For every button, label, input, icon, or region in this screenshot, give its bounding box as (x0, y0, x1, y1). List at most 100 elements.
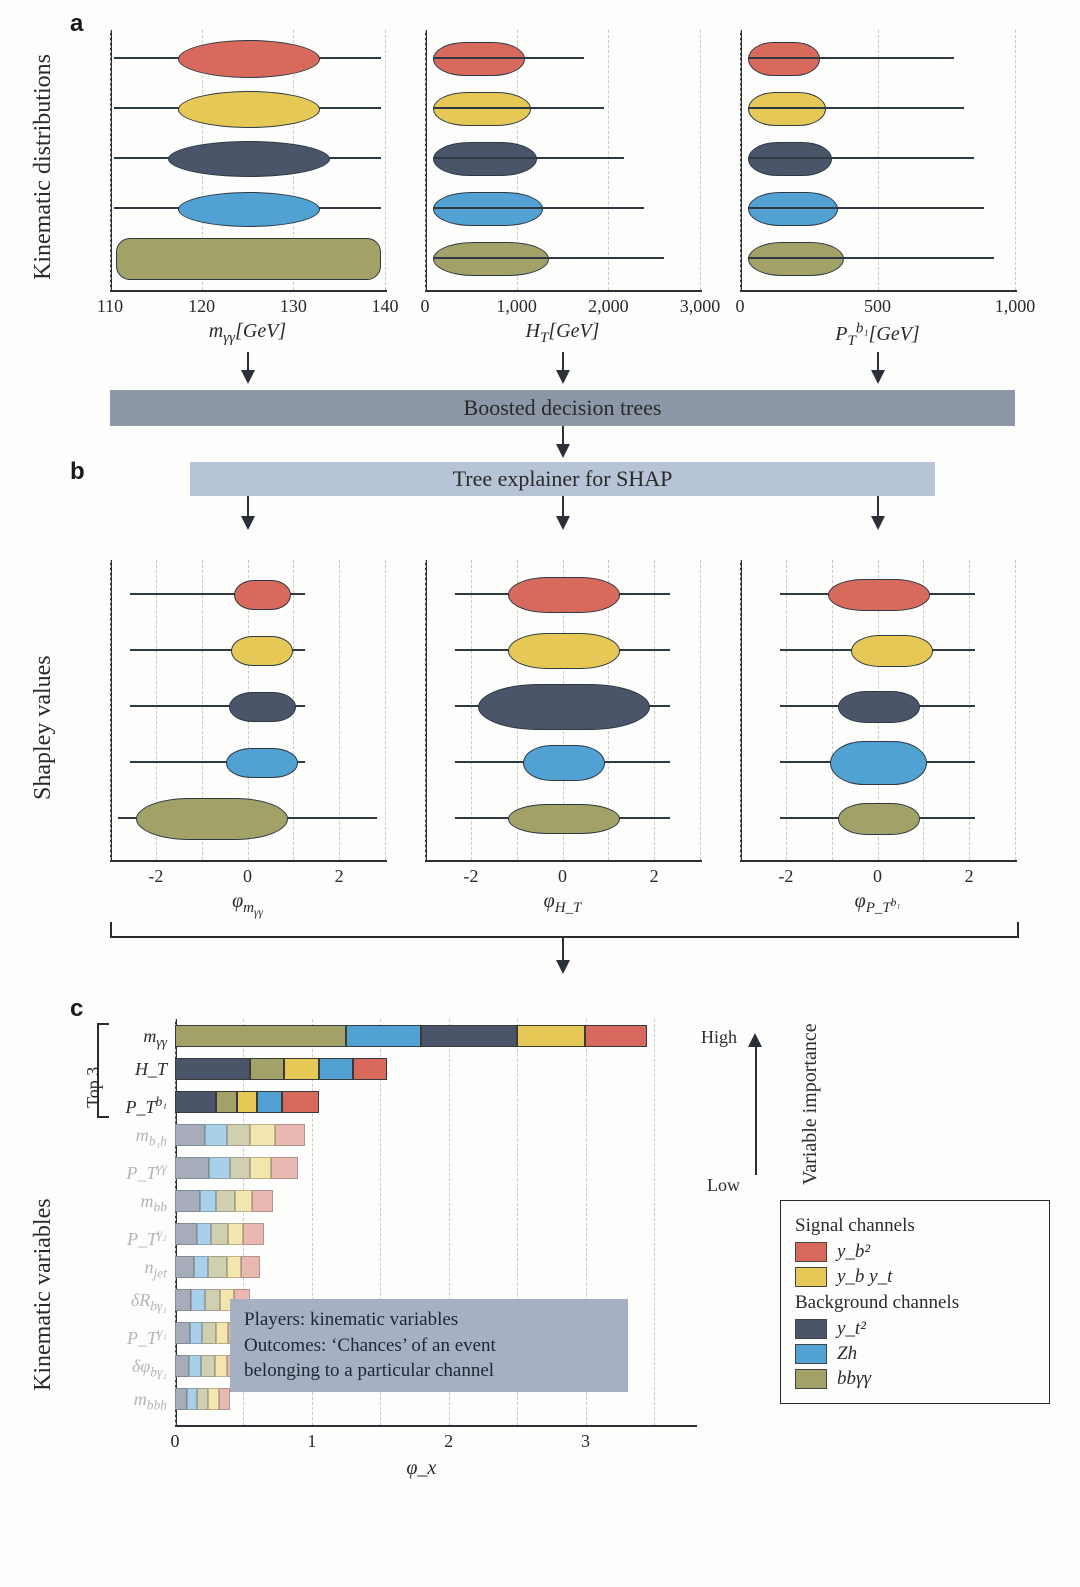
importance-high: High (701, 1027, 737, 1048)
panel-c-label: c (70, 995, 83, 1023)
bracket-below-b (110, 922, 1019, 938)
panel-a-ylabel: Kinematic distributions (30, 54, 57, 280)
violin (478, 684, 650, 730)
violin (231, 636, 293, 666)
violin (433, 192, 543, 226)
bar-segment (235, 1190, 251, 1212)
violin (508, 577, 620, 613)
bar-segment (175, 1256, 194, 1278)
arrow-up-icon (748, 1033, 762, 1047)
bar-label: H_T (135, 1058, 175, 1080)
arrow-down-icon (241, 516, 255, 530)
violin (748, 142, 832, 176)
bar-segment (228, 1223, 243, 1245)
bar-segment (189, 1355, 201, 1377)
panel-b-label: b (70, 458, 85, 486)
bar-segment (346, 1025, 421, 1047)
violin (433, 92, 531, 126)
bar-segment (353, 1058, 387, 1080)
bar-label: mb₁h (136, 1124, 175, 1153)
bar-segment (319, 1058, 353, 1080)
bar-label: mbbh (134, 1388, 175, 1417)
importance-low: Low (707, 1175, 740, 1196)
panel-b-xlabel: φP_Tb₁ (855, 890, 901, 917)
bar-label: δφbγ₁ (132, 1355, 175, 1384)
bar-segment (205, 1289, 220, 1311)
bar-segment (205, 1124, 227, 1146)
bar-segment (421, 1025, 517, 1047)
bar-segment (257, 1091, 282, 1113)
arrow-down-icon (556, 516, 570, 530)
arrow-down-icon (556, 960, 570, 974)
legend-item: y_t² (795, 1318, 1035, 1340)
violin (748, 42, 820, 76)
bar-row: mb₁h (175, 1124, 305, 1146)
panel-c-ylabel: Kinematic variables (30, 1198, 57, 1391)
panel-a-xlabel: mγγ[GeV] (209, 320, 286, 347)
legend-bg-title: Background channels (795, 1292, 1035, 1314)
bar-segment (175, 1157, 209, 1179)
legend-item: bbγγ (795, 1368, 1035, 1390)
bar-segment (187, 1388, 197, 1410)
bar-label: njet (145, 1256, 176, 1285)
bar-segment (585, 1025, 647, 1047)
bar-row: P_Tb₁ (175, 1091, 319, 1113)
legend-item: Zh (795, 1343, 1035, 1365)
bar-segment (175, 1322, 190, 1344)
banner-bdt: Boosted decision trees (110, 390, 1015, 426)
bar-segment (282, 1091, 319, 1113)
panel-b-xlabel: φH_T (544, 890, 582, 917)
banner-shap: Tree explainer for SHAP (190, 462, 935, 496)
arrow-down-icon (871, 516, 885, 530)
importance-label: Variable importance (799, 1023, 822, 1185)
bar-row: mbb (175, 1190, 273, 1212)
bar-segment (197, 1388, 208, 1410)
violin (748, 92, 826, 126)
violin (838, 803, 920, 835)
bar-row: njet (175, 1256, 260, 1278)
violin (508, 633, 620, 669)
bar-segment (175, 1388, 187, 1410)
bar-segment (241, 1256, 260, 1278)
bar-segment (208, 1256, 227, 1278)
arrow-down-icon (556, 370, 570, 384)
panel-a-xlabel: HT[GeV] (526, 320, 600, 347)
bar-segment (237, 1091, 258, 1113)
info-box: Players: kinematic variablesOutcomes: ‘C… (230, 1299, 628, 1392)
bar-segment (200, 1190, 216, 1212)
arrow-down-icon (556, 444, 570, 458)
bar-segment (230, 1157, 251, 1179)
panel-b-ylabel: Shapley values (30, 655, 57, 800)
violin (433, 242, 549, 276)
bar-label: P_Tγ₁ (127, 1322, 175, 1349)
bar-label: mγγ (143, 1025, 175, 1054)
violin (116, 238, 381, 280)
bar-segment (250, 1058, 284, 1080)
bar-segment (175, 1124, 205, 1146)
bar-segment (211, 1223, 229, 1245)
bar-label: δRbγ₁ (131, 1289, 175, 1318)
bar-segment (216, 1322, 228, 1344)
bar-segment (194, 1256, 208, 1278)
bar-segment (227, 1124, 250, 1146)
violin (748, 242, 844, 276)
bar-segment (250, 1124, 275, 1146)
violin (523, 745, 605, 781)
bar-segment (517, 1025, 585, 1047)
bar-segment (175, 1025, 346, 1047)
bar-segment (216, 1091, 237, 1113)
bar-segment (243, 1223, 264, 1245)
panel-c-xlabel: φ_x (406, 1457, 436, 1480)
bar-segment (271, 1157, 298, 1179)
violin (136, 798, 288, 840)
legend-item: y_b² (795, 1241, 1035, 1263)
bar-row: P_Tγ₂ (175, 1223, 264, 1245)
bar-segment (175, 1091, 216, 1113)
violin (748, 192, 838, 226)
bar-segment (191, 1289, 205, 1311)
bar-segment (175, 1223, 197, 1245)
violin (851, 635, 933, 667)
bar-segment (215, 1355, 227, 1377)
arrow-down-icon (871, 370, 885, 384)
bar-row: mbbh (175, 1388, 230, 1410)
